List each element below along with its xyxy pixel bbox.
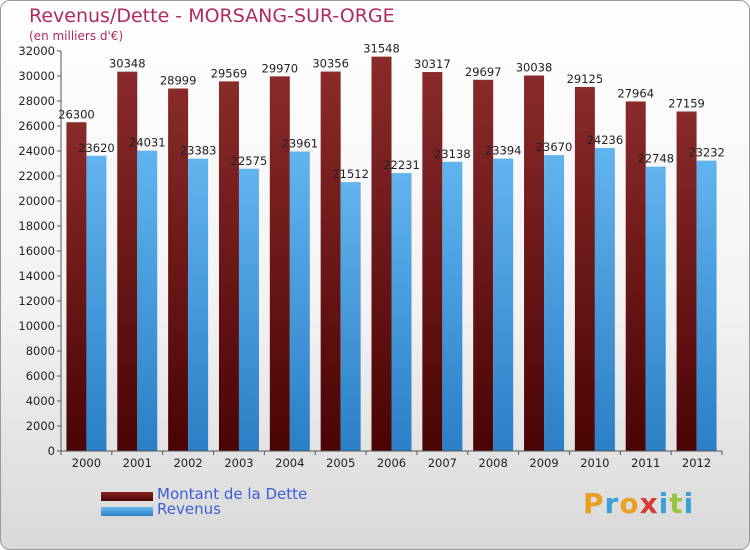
data-label: 22748 <box>637 152 674 166</box>
bar-revenus <box>442 161 463 451</box>
data-label: 22575 <box>231 154 268 168</box>
bar-dette <box>117 71 138 452</box>
bar-dette <box>473 79 494 451</box>
data-label: 29125 <box>567 72 604 86</box>
data-label: 29697 <box>465 65 502 79</box>
logo-letter: r <box>604 487 620 520</box>
y-tick-label: 4000 <box>26 394 55 408</box>
bar-revenus <box>544 155 565 451</box>
bar-dette <box>269 76 290 451</box>
bar-revenus <box>238 168 259 451</box>
chart-title: Revenus/Dette - MORSANG-SUR-ORGE <box>29 5 395 27</box>
bar-revenus <box>137 150 158 452</box>
bar-revenus <box>86 155 107 451</box>
y-tick-label: 10000 <box>18 319 55 333</box>
data-label: 23232 <box>688 146 725 160</box>
bar-revenus <box>696 160 717 451</box>
bar-revenus <box>493 158 514 451</box>
logo-letter: o <box>619 487 640 520</box>
x-tick-label: 2006 <box>377 456 406 470</box>
data-label: 23670 <box>536 140 573 154</box>
x-tick-label: 2005 <box>326 456 355 470</box>
data-label: 29569 <box>211 66 248 80</box>
data-label: 24031 <box>129 136 166 150</box>
bar-dette <box>218 81 239 451</box>
y-tick-label: 2000 <box>26 419 55 433</box>
legend-swatch-revenus <box>101 507 153 516</box>
bar-dette <box>320 71 341 452</box>
data-label: 29970 <box>262 61 299 75</box>
y-tick-label: 30000 <box>18 69 55 83</box>
data-label: 23620 <box>78 141 115 155</box>
data-label: 30348 <box>109 57 146 71</box>
bar-dette <box>574 86 595 451</box>
legend-label-dette: Montant de la Dette <box>157 485 308 503</box>
x-tick-label: 2001 <box>123 456 152 470</box>
data-label: 30356 <box>312 57 349 71</box>
y-tick-label: 8000 <box>26 344 55 358</box>
x-tick-label: 2010 <box>580 456 609 470</box>
bar-dette <box>66 122 87 451</box>
data-label: 24236 <box>587 133 624 147</box>
y-tick-label: 12000 <box>18 294 55 308</box>
bar-dette <box>422 72 443 451</box>
x-tick-label: 2008 <box>479 456 508 470</box>
data-label: 23961 <box>282 136 319 150</box>
data-label: 26300 <box>58 107 95 121</box>
x-tick-label: 2002 <box>173 456 202 470</box>
y-tick-label: 22000 <box>18 169 55 183</box>
y-tick-label: 14000 <box>18 269 55 283</box>
bar-dette <box>371 56 392 452</box>
x-tick-label: 2000 <box>72 456 101 470</box>
logo-letter: t <box>669 487 684 520</box>
x-tick-label: 2003 <box>224 456 253 470</box>
bar-dette <box>625 101 646 451</box>
chart-subtitle: (en milliers d'€) <box>29 29 124 43</box>
data-label: 30317 <box>414 57 451 71</box>
data-label: 31548 <box>363 42 400 56</box>
bar-revenus <box>188 158 209 451</box>
bar-revenus <box>391 173 412 452</box>
x-tick-label: 2004 <box>275 456 304 470</box>
data-label: 28999 <box>160 74 197 88</box>
data-label: 27159 <box>668 97 705 111</box>
bar-revenus <box>645 166 666 451</box>
data-label: 27964 <box>617 86 654 100</box>
x-tick-label: 2011 <box>631 456 660 470</box>
y-tick-label: 16000 <box>18 244 55 258</box>
legend-label-revenus: Revenus <box>157 500 221 518</box>
bar-dette <box>524 75 545 452</box>
logo-letter: P <box>583 487 605 520</box>
x-tick-label: 2012 <box>682 456 711 470</box>
data-label: 23383 <box>180 144 217 158</box>
data-label: 23394 <box>485 144 522 158</box>
legend-swatch-dette <box>101 492 153 501</box>
bar-dette <box>676 111 697 451</box>
logo-letter: i <box>658 487 670 520</box>
y-tick-label: 20000 <box>18 194 55 208</box>
x-tick-label: 2007 <box>428 456 457 470</box>
y-tick-label: 28000 <box>18 94 55 108</box>
y-tick-label: 0 <box>48 444 55 458</box>
data-label: 30038 <box>516 61 553 75</box>
proxiti-logo: Proxiti <box>583 487 694 520</box>
bar-dette <box>168 88 189 451</box>
y-tick-label: 32000 <box>18 44 55 58</box>
bar-revenus <box>340 182 361 451</box>
data-label: 21512 <box>332 167 369 181</box>
x-tick-label: 2009 <box>529 456 558 470</box>
data-label: 23138 <box>434 147 471 161</box>
logo-letter: x <box>639 487 659 520</box>
y-tick-label: 6000 <box>26 369 55 383</box>
logo-letter: i <box>683 487 695 520</box>
y-tick-label: 24000 <box>18 144 55 158</box>
y-tick-label: 18000 <box>18 219 55 233</box>
bar-revenus <box>289 151 310 452</box>
data-label: 22231 <box>383 158 420 172</box>
y-tick-label: 26000 <box>18 119 55 133</box>
bar-revenus <box>594 148 615 452</box>
